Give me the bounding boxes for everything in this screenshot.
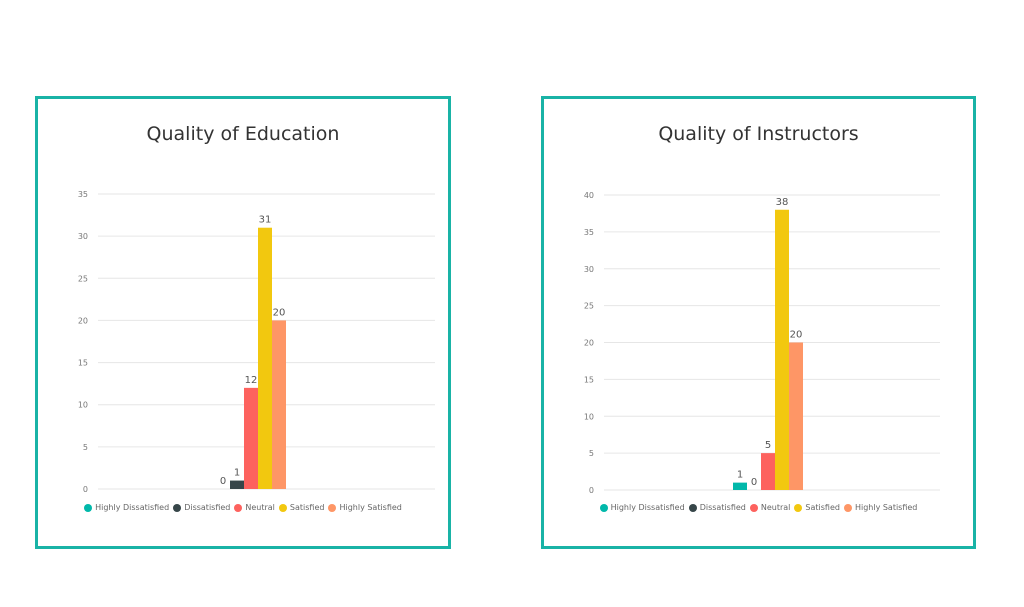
data-label: 1 [234,468,240,479]
legend-dot-icon [328,503,337,512]
legend-item: Neutral [749,503,791,512]
y-tick-label: 20 [78,316,88,325]
legend-dot-icon [749,503,758,512]
legend-label: Dissatisfied [699,503,746,512]
bar-satisfied [775,209,789,490]
y-tick-label: 5 [589,449,594,458]
legend-dot-icon [84,503,93,512]
data-label: 31 [259,215,272,226]
chart-title: Quality of Instructors [658,123,859,145]
legend-item: Highly Dissatisfied [599,503,685,512]
y-tick-label: 30 [584,265,594,274]
y-tick-label: 20 [584,339,594,348]
y-tick-label: 0 [589,486,594,495]
chart-panel-instructors: Quality of Instructors 0 5 10 15 20 25 30 35 40 1… [541,96,976,549]
legend-label: Neutral [760,503,791,512]
legend-dot-icon [234,503,243,512]
legend-label: Satisfied [805,503,840,512]
y-tick-label: 10 [584,412,594,421]
legend-label: Highly Dissatisfied [610,503,685,512]
bar-highly-satisfied [789,342,803,490]
legend-item: Satisfied [794,503,840,512]
legend-item: Satisfied [278,503,325,512]
legend-dot-icon [173,503,182,512]
y-tick-label: 40 [584,191,594,200]
legend-label: Satisfied [289,503,325,512]
legend-label: Dissatisfied [184,503,231,512]
legend-item: Neutral [234,503,275,512]
y-tick-label: 10 [78,401,88,410]
legend-label: Highly Satisfied [339,503,402,512]
legend-dot-icon [599,503,608,512]
legend-item: Dissatisfied [173,503,230,512]
data-label: 20 [273,307,286,318]
legend-dot-icon [688,503,697,512]
data-label: 38 [776,197,789,208]
chart-legend: Highly Dissatisfied Dissatisfied Neutral Sa… [38,503,448,512]
legend-label: Highly Satisfied [854,503,918,512]
y-tick-label: 0 [83,485,88,494]
legend-label: Highly Dissatisfied [95,503,170,512]
data-label: 0 [751,477,757,488]
chart-title: Quality of Education [146,123,340,145]
legend-dot-icon [794,503,803,512]
legend-dot-icon [278,503,287,512]
bar-highly-satisfied [272,320,286,489]
legend-item: Highly Satisfied [843,503,918,512]
data-label: 12 [245,375,258,386]
legend-item: Highly Dissatisfied [84,503,169,512]
legend-dot-icon [843,503,852,512]
y-tick-label: 5 [83,443,88,452]
chart-panel-education: Quality of Education 0 5 10 15 20 25 30 35 0 1 12 3… [35,96,451,549]
data-label: 0 [220,476,226,487]
legend-item: Highly Satisfied [328,503,402,512]
y-tick-label: 15 [584,375,594,384]
y-tick-label: 25 [584,302,594,311]
bar-neutral [761,453,775,490]
legend-item: Dissatisfied [688,503,746,512]
bar-dissatisfied [230,480,244,489]
y-tick-label: 30 [78,232,88,241]
y-tick-label: 15 [78,359,88,368]
data-label: 20 [790,330,803,341]
bar-neutral [244,387,258,489]
y-tick-label: 25 [78,274,88,283]
legend-label: Neutral [245,503,275,512]
data-label: 5 [765,440,771,451]
y-tick-label: 35 [584,228,594,237]
bar-highly-dissatisfied [733,482,747,490]
chart-legend: Highly Dissatisfied Dissatisfied Neutral Sa… [544,503,973,512]
bar-satisfied [258,227,272,489]
y-tick-label: 35 [78,190,88,199]
data-label: 1 [737,470,743,481]
